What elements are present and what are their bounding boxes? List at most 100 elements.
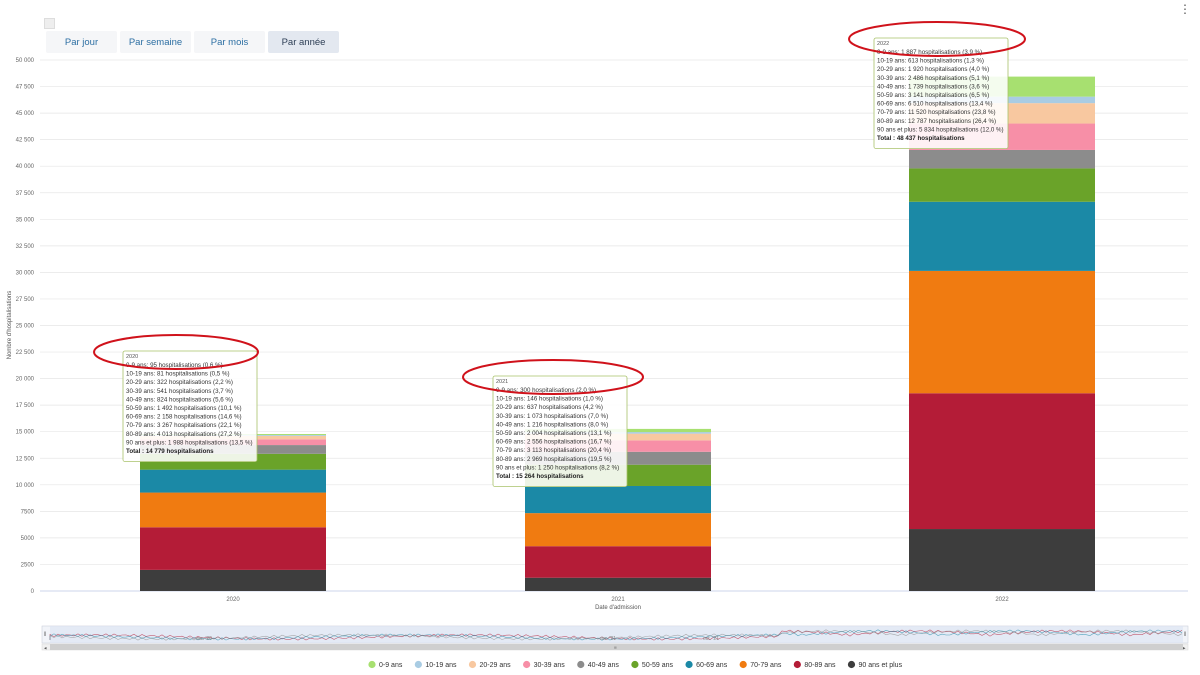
- legend-item-90-ans-et-plus[interactable]: 90 ans et plus: [858, 662, 902, 669]
- tab-par-annee[interactable]: Par année: [268, 31, 339, 53]
- tooltip-line: 80-89 ans: 2 969 hospitalisations (19,5 …: [496, 456, 612, 463]
- scrollbar-thumb[interactable]: [50, 644, 1183, 650]
- tooltip-line: 80-89 ans: 12 787 hospitalisations (26,4…: [877, 118, 996, 125]
- y-tick-label: 2500: [21, 562, 35, 568]
- tab-par-mois[interactable]: Par mois: [194, 31, 265, 53]
- legend-item-10-19-ans[interactable]: 10-19 ans: [425, 662, 457, 669]
- legend-marker-10-19-ans[interactable]: [414, 660, 422, 669]
- tooltip-line: 20-29 ans: 637 hospitalisations (4,2 %): [496, 404, 603, 411]
- legend-marker-70-79-ans[interactable]: [739, 660, 747, 669]
- tooltip-line: 90 ans et plus: 5 834 hospitalisations (…: [877, 126, 1004, 133]
- legend-item-70-79-ans[interactable]: 70-79 ans: [750, 662, 782, 669]
- tooltip-line: 30-39 ans: 1 073 hospitalisations (7,0 %…: [496, 413, 608, 420]
- bar-segment-2022-60-69-ans: [909, 201, 1095, 271]
- y-tick-label: 7500: [21, 509, 35, 515]
- legend-item-80-89-ans[interactable]: 80-89 ans: [804, 662, 836, 669]
- tooltip-line: 30-39 ans: 541 hospitalisations (3,7 %): [126, 388, 233, 395]
- x-tick-label: 2020: [226, 597, 240, 603]
- y-tick-label: 32 500: [16, 244, 35, 250]
- legend-item-40-49-ans[interactable]: 40-49 ans: [588, 662, 620, 669]
- bar-segment-2021-90-ans-et-plus: [525, 577, 711, 591]
- tooltip-line: 60-69 ans: 2 556 hospitalisations (16,7 …: [496, 439, 612, 446]
- bar-segment-2021-60-69-ans: [525, 485, 711, 514]
- select-checkbox[interactable]: [44, 18, 55, 29]
- bar-segment-2022-90-ans-et-plus: [909, 529, 1095, 591]
- tooltip-total: Total : 48 437 hospitalisations: [877, 135, 965, 142]
- navigator-handle-left[interactable]: ‖: [44, 632, 46, 638]
- y-tick-label: 17 500: [16, 403, 35, 409]
- hamburger-menu-icon[interactable]: ⋮: [1179, 2, 1191, 16]
- x-tick-label: 2022: [995, 597, 1009, 603]
- bar-segment-2022-80-89-ans: [909, 393, 1095, 530]
- scroll-left-arrow-icon[interactable]: ◂: [44, 646, 47, 652]
- bar-segment-2020-90-ans-et-plus: [140, 569, 326, 591]
- y-tick-label: 42 500: [16, 138, 35, 144]
- x-tick-label: 2021: [611, 597, 625, 603]
- legend-marker-80-89-ans[interactable]: [793, 660, 801, 669]
- highlight-ellipse: [93, 334, 259, 370]
- navigator-label: oct. '21: [703, 636, 719, 642]
- tooltip-total: Total : 15 264 hospitalisations: [496, 473, 584, 480]
- y-tick-label: 12 500: [16, 456, 35, 462]
- legend-marker-40-49-ans[interactable]: [577, 660, 585, 669]
- tooltip-line: 10-19 ans: 146 hospitalisations (1,0 %): [496, 396, 603, 403]
- y-tick-label: 5000: [21, 536, 35, 542]
- highlight-ellipse: [462, 359, 644, 395]
- legend-item-50-59-ans[interactable]: 50-59 ans: [642, 662, 674, 669]
- tooltip-line: 10-19 ans: 81 hospitalisations (0,5 %): [126, 371, 230, 378]
- y-tick-label: 27 500: [16, 297, 35, 303]
- tooltip-line: 0-9 ans: 95 hospitalisations (0,6 %): [126, 362, 223, 369]
- navigator-handle-right[interactable]: ‖: [1184, 632, 1186, 638]
- legend-item-30-39-ans[interactable]: 30-39 ans: [534, 662, 566, 669]
- y-tick-label: 22 500: [16, 350, 35, 356]
- y-tick-label: 45 000: [16, 111, 35, 117]
- tooltip-line: 90 ans et plus: 1 250 hospitalisations (…: [496, 464, 619, 471]
- tooltip-total: Total : 14 779 hospitalisations: [126, 448, 214, 455]
- tooltip-2020: [122, 350, 258, 462]
- scroll-right-arrow-icon[interactable]: ▸: [1183, 646, 1186, 652]
- tooltip-2021: [492, 375, 628, 487]
- tooltip-line: 60-69 ans: 2 158 hospitalisations (14,6 …: [126, 414, 242, 421]
- tooltip-line: 50-59 ans: 1 492 hospitalisations (10,1 …: [126, 405, 242, 412]
- highlight-ellipse: [848, 21, 1026, 57]
- tooltip-line: 0-9 ans: 1 887 hospitalisations (3,9 %): [877, 49, 982, 56]
- tooltip-line: 20-29 ans: 1 920 hospitalisations (4,0 %…: [877, 66, 989, 73]
- legend-item-0-9-ans[interactable]: 0-9 ans: [379, 662, 403, 669]
- x-axis-title: Date d'admission: [595, 605, 641, 611]
- tooltip-year: 2020: [126, 354, 138, 360]
- tooltip-line: 60-69 ans: 6 510 hospitalisations (13,4 …: [877, 101, 993, 108]
- tooltip-line: 0-9 ans: 300 hospitalisations (2,0 %): [496, 387, 596, 394]
- y-axis-title: Nombre d'hospitalisations: [7, 291, 13, 360]
- tooltip-line: 40-49 ans: 1 216 hospitalisations (8,0 %…: [496, 421, 608, 428]
- navigator-series: [49, 629, 1183, 641]
- legend-item-20-29-ans[interactable]: 20-29 ans: [480, 662, 512, 669]
- y-tick-label: 40 000: [16, 164, 35, 170]
- y-tick-label: 25 000: [16, 324, 35, 330]
- tooltip-line: 70-79 ans: 3 113 hospitalisations (20,4 …: [496, 447, 611, 454]
- tab-par-jour[interactable]: Par jour: [46, 31, 117, 53]
- y-tick-label: 0: [31, 589, 35, 595]
- y-tick-label: 37 500: [16, 191, 35, 197]
- legend-marker-30-39-ans[interactable]: [523, 660, 531, 669]
- tooltip-line: 10-19 ans: 613 hospitalisations (1,3 %): [877, 58, 984, 65]
- navigator-series: [49, 629, 1183, 641]
- legend-marker-20-29-ans[interactable]: [468, 660, 477, 669]
- legend-marker-90-ans-et-plus[interactable]: [847, 660, 856, 669]
- tab-par-semaine[interactable]: Par semaine: [120, 31, 191, 53]
- legend-item-60-69-ans[interactable]: 60-69 ans: [696, 662, 728, 669]
- tooltip-line: 50-59 ans: 2 004 hospitalisations (13,1 …: [496, 430, 612, 437]
- legend-marker-60-69-ans[interactable]: [685, 660, 693, 669]
- tooltip-line: 40-49 ans: 1 739 hospitalisations (3,6 %…: [877, 83, 989, 90]
- tooltip-line: 40-49 ans: 824 hospitalisations (5,6 %): [126, 396, 233, 403]
- scroll-grip-icon: ≡: [614, 646, 617, 652]
- y-tick-label: 35 000: [16, 217, 35, 223]
- bar-segment-2020-70-79-ans: [140, 492, 326, 528]
- y-tick-label: 47 500: [16, 85, 35, 91]
- y-tick-label: 30 000: [16, 270, 35, 276]
- legend-marker-50-59-ans[interactable]: [631, 660, 639, 669]
- bar-segment-2021-70-79-ans: [525, 513, 711, 547]
- tooltip-line: 30-39 ans: 2 486 hospitalisations (5,1 %…: [877, 75, 989, 82]
- legend-marker-0-9-ans[interactable]: [368, 660, 376, 669]
- navigator-label: avr. '20: [196, 636, 212, 642]
